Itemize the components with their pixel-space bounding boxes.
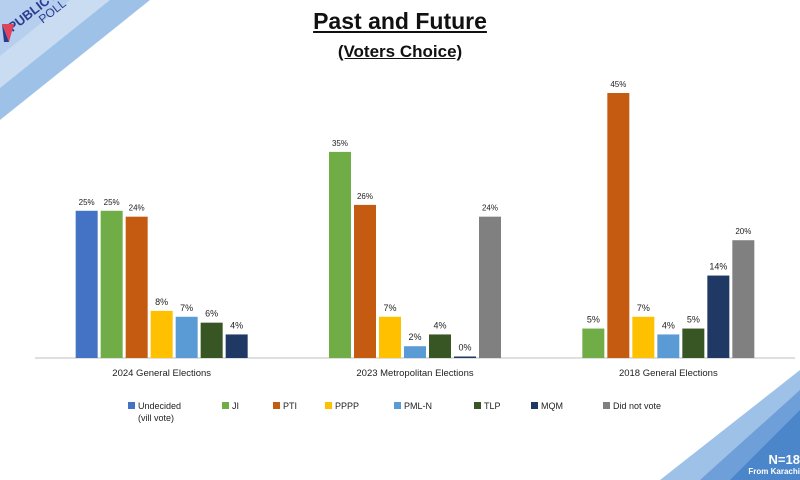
data-label: 7% (383, 303, 396, 313)
legend-swatch (222, 402, 229, 409)
sample-source-label: From Karachi (748, 467, 800, 476)
data-label: 8% (155, 297, 168, 307)
data-label: 20% (735, 227, 751, 236)
legend-swatch (603, 402, 610, 409)
data-label: 26% (357, 192, 373, 201)
legend-label: JI (232, 401, 240, 411)
logo-mark-icon (2, 24, 14, 42)
data-label: 14% (709, 262, 727, 272)
bar-2018-general-elections-mqm (707, 275, 730, 358)
category-label: 2024 General Elections (112, 368, 211, 379)
data-label: 24% (129, 204, 145, 213)
data-label: 25% (79, 198, 95, 207)
bar-2024-general-elections-undecided (75, 210, 98, 358)
data-label: 25% (104, 198, 120, 207)
data-label: 2% (408, 332, 421, 342)
legend-item: Undecided (vill vote) (128, 400, 181, 424)
bar-2023-metropolitan-elections-tlp (429, 334, 451, 358)
legend-item: JI (222, 400, 239, 412)
bar-chart: 25% 25% 24% 8% 7% 6% 4% 2024 General Elections 3… (35, 80, 795, 379)
legend-label: Did not vote (613, 401, 662, 411)
legend-label: MQM (541, 401, 563, 411)
data-label: 45% (610, 80, 626, 89)
data-label: 7% (637, 303, 650, 313)
data-label: 35% (332, 139, 348, 148)
legend-item: Did not vote (603, 400, 661, 412)
bar-2024-general-elections-ji (100, 210, 123, 358)
corner-decoration-top-left (0, 0, 150, 120)
category-label: 2018 General Elections (619, 368, 718, 379)
data-label: 5% (687, 315, 700, 325)
bar-2023-metropolitan-elections-pppp (379, 316, 401, 358)
legend-item: PPPP (325, 400, 359, 412)
corner-decoration-bottom-right (660, 370, 800, 480)
bar-2018-general-elections-pml-n (657, 334, 680, 358)
legend-item: PML-N (394, 400, 432, 412)
bar-2018-general-elections-tlp (682, 328, 705, 358)
bar-2024-general-elections-pti (125, 216, 148, 358)
bar-2023-metropolitan-elections-pml-n (404, 346, 426, 358)
chart-legend: Undecided (vill vote) JI PTI PPPP PML-N TLP MQ… (0, 400, 800, 430)
legend-swatch (128, 402, 135, 409)
legend-label: TLP (484, 401, 501, 411)
legend-item: MQM (531, 400, 563, 412)
legend-label: PML-N (404, 401, 433, 411)
chart-subtitle: (Voters Choice) (337, 42, 463, 61)
category-label: 2023 Metropolitan Elections (356, 368, 473, 379)
bar-2024-general-elections-mqm (225, 334, 248, 358)
bar-2018-general-elections-pti (607, 93, 630, 358)
data-label: 6% (205, 309, 218, 319)
sample-size-box: N=18 From Karachi (720, 452, 800, 476)
legend-swatch (394, 402, 401, 409)
data-label: 5% (587, 315, 600, 325)
data-label: 24% (482, 204, 498, 213)
bar-2024-general-elections-tlp (200, 322, 223, 358)
legend-swatch (474, 402, 481, 409)
bar-2024-general-elections-pppp (150, 310, 173, 358)
data-label: 4% (230, 320, 243, 330)
data-label: 0% (458, 343, 471, 353)
chart-title: Past and Future (313, 8, 487, 34)
data-label: 7% (180, 303, 193, 313)
bar-2018-general-elections-did-not-vote (732, 240, 755, 358)
legend-swatch (273, 402, 280, 409)
data-label: 4% (662, 320, 675, 330)
legend-swatch (325, 402, 332, 409)
bar-2018-general-elections-pppp (632, 316, 655, 358)
bar-2023-metropolitan-elections-mqm (454, 356, 476, 358)
legend-label: Undecided (vill vote) (138, 401, 182, 423)
bar-2023-metropolitan-elections-did-not-vote (479, 216, 501, 358)
sample-size-label: N=18 (768, 452, 800, 467)
legend-label: PPPP (335, 401, 360, 411)
legend-swatch (531, 402, 538, 409)
legend-item: PTI (273, 400, 297, 412)
legend-label: PTI (283, 401, 298, 411)
bar-2024-general-elections-pml-n (175, 316, 198, 358)
bar-2018-general-elections-ji (582, 328, 605, 358)
bar-2023-metropolitan-elections-ji (329, 151, 351, 358)
legend-item: TLP (474, 400, 501, 412)
bar-2023-metropolitan-elections-pti (354, 204, 376, 358)
data-label: 4% (433, 320, 446, 330)
